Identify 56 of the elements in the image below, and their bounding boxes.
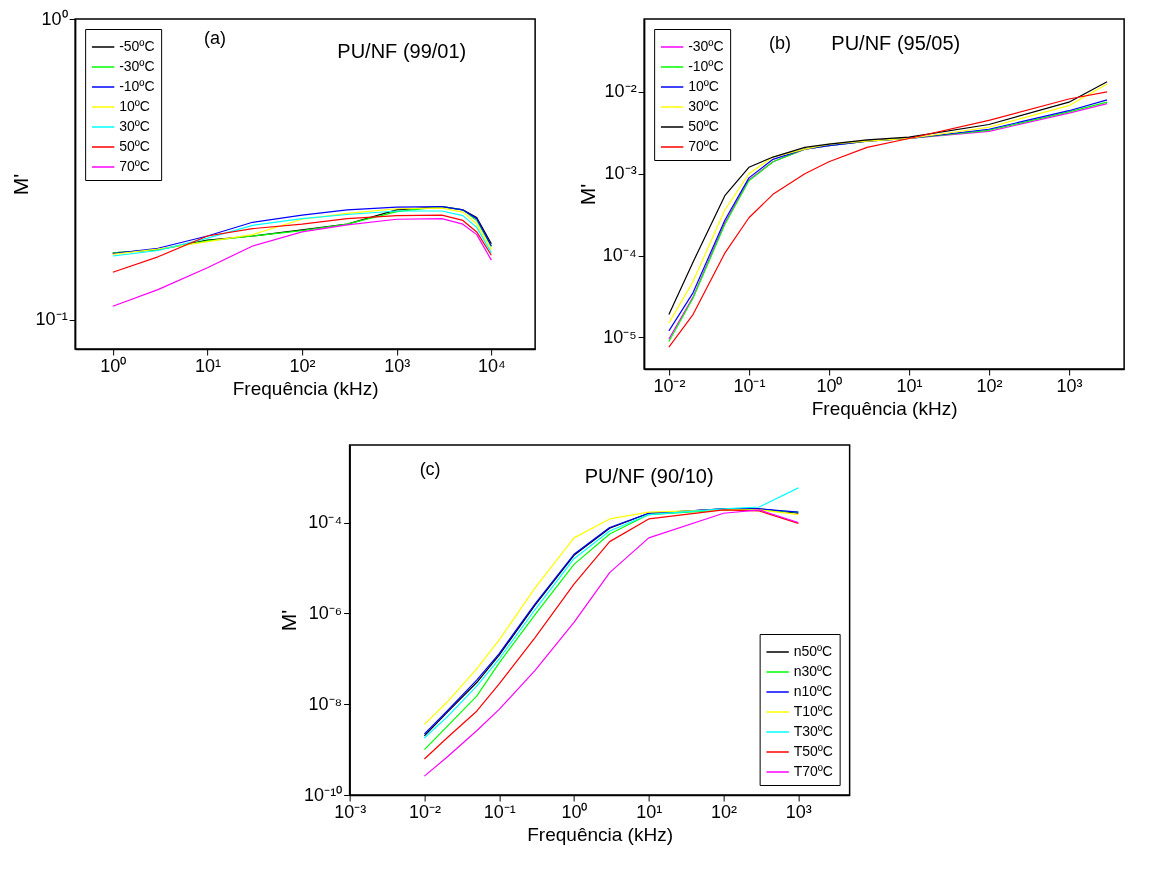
annotation: (c)	[419, 458, 441, 479]
annotation: PU/NF (90/10)	[584, 464, 714, 487]
annotation: (b)	[768, 32, 791, 53]
x-tick-label: 10⁰	[100, 355, 127, 376]
x-tick-label: 10⁰	[561, 801, 588, 822]
x-tick-label: 10³	[384, 355, 411, 376]
legend-label: -30ºC	[119, 58, 155, 74]
x-axis-title: Frequência (kHz)	[811, 397, 958, 419]
x-tick-label: 10¹	[194, 355, 221, 376]
x-tick-label: 10¹	[896, 375, 923, 396]
y-tick-label: 10⁻²	[604, 81, 637, 102]
legend-label: 30ºC	[688, 98, 719, 114]
x-tick-label: 10³	[1056, 375, 1083, 396]
x-tick-label: 10³	[785, 801, 812, 822]
legend-label: 10ºC	[688, 78, 719, 94]
y-tick-label: 10⁻⁴	[602, 245, 637, 266]
legend-label: 70ºC	[688, 138, 719, 154]
y-axis-title: M'	[277, 609, 301, 632]
x-axis-title: Frequência (kHz)	[232, 377, 379, 399]
legend-label: -10ºC	[688, 58, 724, 74]
legend-label: n10ºC	[793, 683, 833, 699]
x-tick-label: 10²	[289, 355, 316, 376]
legend-label: T70ºC	[793, 763, 833, 779]
x-tick-label: 10²	[976, 375, 1003, 396]
y-axis-title: M'	[575, 183, 599, 206]
x-tick-label: 10⁰	[816, 375, 843, 396]
legend-label: T50ºC	[793, 743, 833, 759]
y-tick-label: 10⁻³	[604, 163, 637, 184]
y-tick-label: 10⁻⁴	[308, 512, 343, 533]
legend-label: -30ºC	[688, 38, 724, 54]
annotation: PU/NF (99/01)	[337, 40, 467, 62]
legend-label: 70ºC	[119, 158, 150, 174]
annotation: PU/NF (95/05)	[831, 31, 961, 54]
legend-label: 10ºC	[119, 98, 150, 114]
y-tick-label: 10⁻⁶	[308, 602, 343, 623]
legend-label: n30ºC	[793, 663, 833, 679]
legend-label: 30ºC	[119, 118, 150, 134]
x-tick-label: 10¹	[636, 801, 663, 822]
legend-label: n50ºC	[793, 643, 833, 659]
y-axis-title: M'	[8, 173, 32, 196]
legend-label: -50ºC	[119, 38, 155, 54]
y-tick-label: 10⁻⁵	[603, 326, 637, 347]
annotation: (a)	[203, 27, 226, 48]
legend-label: T30ºC	[793, 723, 833, 739]
legend-label: 50ºC	[119, 138, 150, 154]
legend-label: T10ºC	[793, 703, 833, 719]
x-tick-label: 10⁴	[477, 355, 506, 376]
y-tick-label: 10⁻⁸	[308, 693, 343, 714]
x-tick-label: 10⁻²	[408, 801, 441, 822]
x-tick-label: 10²	[711, 801, 738, 822]
x-tick-label: 10⁻²	[653, 375, 686, 396]
legend-label: 50ºC	[688, 118, 719, 134]
x-tick-label: 10⁻¹	[483, 801, 516, 822]
legend-label: -10ºC	[119, 78, 155, 94]
x-tick-label: 10⁻¹	[733, 375, 766, 396]
x-axis-title: Frequência (kHz)	[527, 823, 673, 845]
